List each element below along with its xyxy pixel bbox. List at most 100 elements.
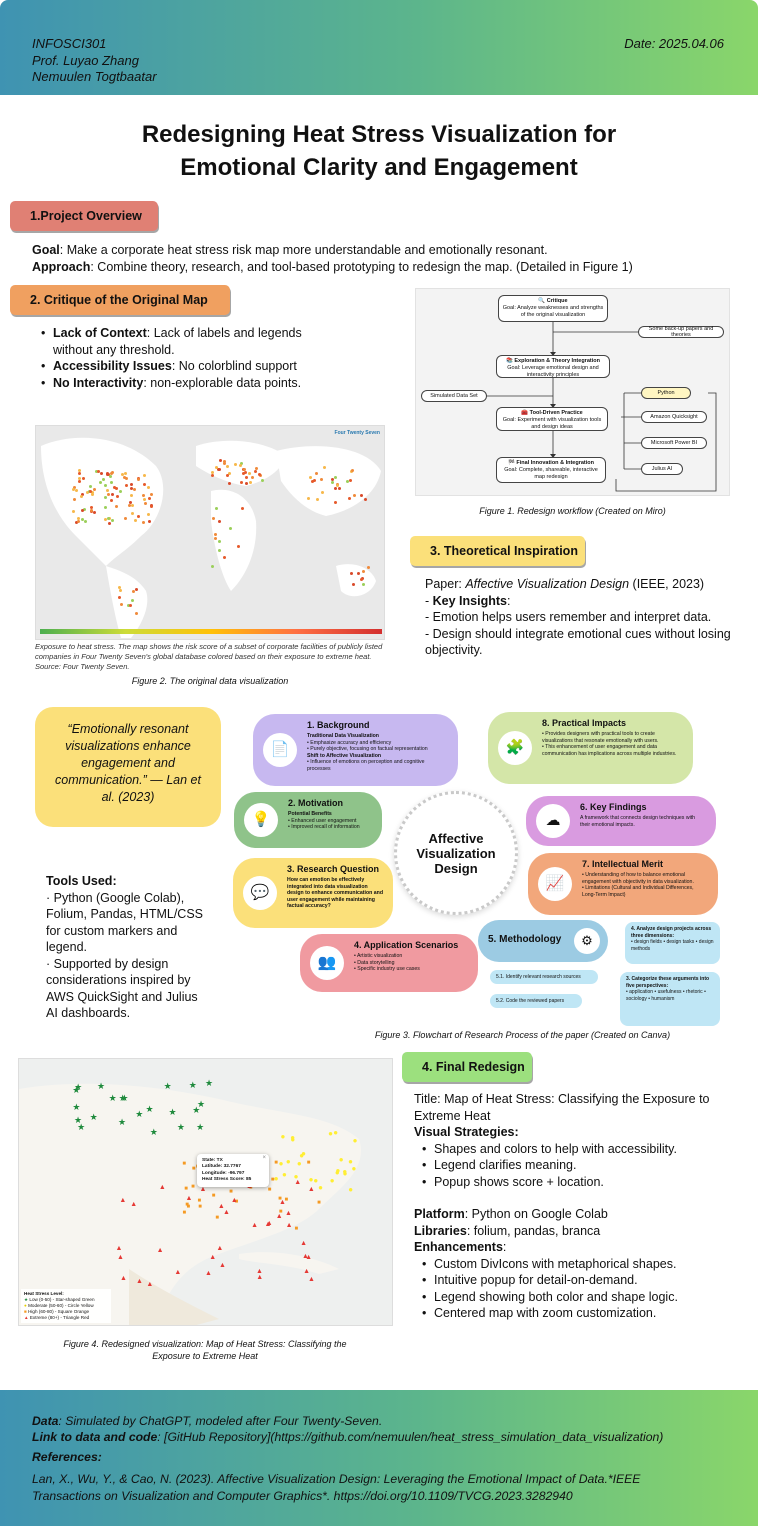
map-marker[interactable]: ●	[293, 1172, 299, 1182]
map-marker[interactable]: ■	[306, 1159, 311, 1166]
map-marker[interactable]: ★	[96, 1080, 106, 1091]
map-marker[interactable]: ●	[342, 1169, 348, 1179]
map-marker[interactable]: ★	[108, 1092, 117, 1103]
map-marker[interactable]: ■	[184, 1186, 188, 1193]
map-marker[interactable]: ■	[274, 1160, 278, 1167]
map-marker[interactable]: ▲	[115, 1244, 123, 1252]
map-marker[interactable]: ▲	[301, 1252, 309, 1260]
map-marker[interactable]: ★	[72, 1102, 81, 1113]
map-marker[interactable]: ■	[234, 1198, 239, 1205]
map-marker[interactable]: ★	[176, 1121, 185, 1132]
map-marker[interactable]: ★	[168, 1106, 177, 1117]
map-marker[interactable]: ★	[72, 1085, 81, 1096]
map-marker[interactable]: ★	[205, 1078, 214, 1089]
map-marker[interactable]: ●	[334, 1168, 340, 1178]
map-marker[interactable]: ■	[182, 1209, 187, 1216]
repository-link[interactable]: : [GitHub Repository](https://github.com…	[157, 1430, 664, 1444]
map-marker[interactable]: ▲	[300, 1240, 308, 1248]
map-marker[interactable]: ▲	[119, 1196, 127, 1204]
map-marker[interactable]: ▲	[156, 1246, 164, 1254]
map-marker[interactable]: ★	[74, 1115, 83, 1125]
map-marker[interactable]: ▲	[294, 1179, 302, 1187]
map-marker[interactable]: ●	[296, 1159, 302, 1169]
map-marker[interactable]: ▲	[230, 1197, 238, 1205]
map-marker[interactable]: ■	[270, 1176, 275, 1183]
map-marker[interactable]: ★	[89, 1111, 98, 1122]
map-marker[interactable]: ★	[192, 1104, 201, 1115]
map-marker[interactable]: ▲	[256, 1273, 264, 1281]
map-marker[interactable]: ●	[299, 1151, 305, 1161]
map-marker[interactable]: ■	[267, 1187, 272, 1194]
map-marker[interactable]: ●	[290, 1135, 296, 1145]
map-marker[interactable]: ▲	[251, 1222, 259, 1230]
map-marker[interactable]: ▲	[117, 1254, 124, 1261]
map-marker[interactable]: ▲	[146, 1281, 154, 1289]
map-marker[interactable]: ▲	[130, 1201, 138, 1209]
map-marker[interactable]: ▲	[284, 1209, 292, 1217]
map-marker[interactable]: ●	[278, 1159, 284, 1169]
map-marker[interactable]: ▲	[275, 1212, 283, 1220]
map-marker[interactable]: ▲	[305, 1253, 313, 1261]
map-marker[interactable]: ●	[348, 1184, 354, 1194]
map-marker[interactable]: ▲	[219, 1262, 226, 1270]
map-marker[interactable]: ★	[149, 1126, 158, 1137]
map-marker[interactable]: ■	[182, 1160, 187, 1167]
map-marker[interactable]: ▲	[279, 1198, 286, 1206]
map-marker[interactable]: ■	[248, 1185, 253, 1192]
map-marker[interactable]: ●	[352, 1136, 358, 1146]
map-marker[interactable]: ★	[145, 1103, 154, 1114]
map-marker[interactable]: ●	[351, 1164, 357, 1174]
map-marker[interactable]: ■	[198, 1203, 202, 1210]
close-icon[interactable]: ×	[262, 1155, 266, 1161]
map-marker[interactable]: ■	[284, 1197, 289, 1204]
map-marker[interactable]: ●	[335, 1166, 341, 1176]
map-marker[interactable]: ●	[318, 1182, 323, 1192]
map-marker[interactable]: ■	[211, 1192, 216, 1199]
map-marker[interactable]: ●	[301, 1148, 306, 1158]
map-marker[interactable]: ■	[185, 1202, 189, 1209]
map-marker[interactable]: ■	[191, 1183, 195, 1190]
map-marker[interactable]: ▲	[264, 1220, 272, 1228]
map-marker[interactable]: ▲	[223, 1208, 230, 1216]
map-marker[interactable]: ▲	[199, 1185, 207, 1193]
map-marker[interactable]: ▲	[158, 1183, 166, 1191]
map-marker[interactable]: ▲	[119, 1275, 127, 1283]
map-marker[interactable]: ●	[281, 1170, 287, 1180]
map-marker[interactable]: ■	[294, 1225, 299, 1232]
map-marker[interactable]: ▲	[265, 1220, 273, 1228]
map-marker[interactable]: ▲	[217, 1203, 225, 1211]
map-marker[interactable]: ●	[313, 1175, 319, 1185]
map-marker[interactable]: ■	[317, 1199, 321, 1206]
map-marker[interactable]: ▲	[285, 1221, 293, 1229]
map-marker[interactable]: ■	[191, 1165, 196, 1172]
map-marker[interactable]: ★	[135, 1108, 144, 1119]
map-marker[interactable]: ●	[328, 1128, 333, 1138]
map-marker[interactable]: ▲	[303, 1268, 311, 1276]
map-marker[interactable]: ▲	[185, 1194, 193, 1202]
map-marker[interactable]: ●	[348, 1156, 354, 1166]
map-marker[interactable]: ●	[342, 1167, 348, 1177]
map-marker[interactable]: ▲	[205, 1270, 212, 1278]
map-marker[interactable]: ●	[285, 1156, 291, 1166]
map-marker[interactable]: ★	[196, 1122, 205, 1133]
map-marker[interactable]: ●	[329, 1176, 335, 1186]
map-marker[interactable]: ●	[290, 1133, 296, 1143]
map-popup[interactable]: × State: TX Latitude: 32.7767 Longitude:…	[197, 1154, 269, 1188]
map-marker[interactable]: ★	[117, 1117, 127, 1128]
map-marker[interactable]: ★	[163, 1081, 172, 1092]
map-marker[interactable]: ●	[273, 1173, 279, 1183]
map-marker[interactable]: ▲	[209, 1253, 217, 1261]
map-marker[interactable]: ★	[118, 1092, 127, 1103]
map-marker[interactable]: ▲	[135, 1278, 143, 1286]
map-marker[interactable]: ★	[74, 1082, 83, 1093]
map-marker[interactable]: ■	[215, 1215, 219, 1222]
map-marker[interactable]: ●	[338, 1154, 344, 1164]
map-marker[interactable]: ★	[197, 1098, 206, 1109]
map-marker[interactable]: ■	[186, 1203, 191, 1210]
map-marker[interactable]: ▲	[307, 1186, 315, 1194]
map-marker[interactable]: ■	[278, 1209, 283, 1216]
map-marker[interactable]: ★	[188, 1080, 197, 1091]
map-marker[interactable]: ●	[308, 1175, 314, 1185]
map-marker[interactable]: ■	[229, 1189, 233, 1196]
map-marker[interactable]: ●	[280, 1131, 286, 1141]
